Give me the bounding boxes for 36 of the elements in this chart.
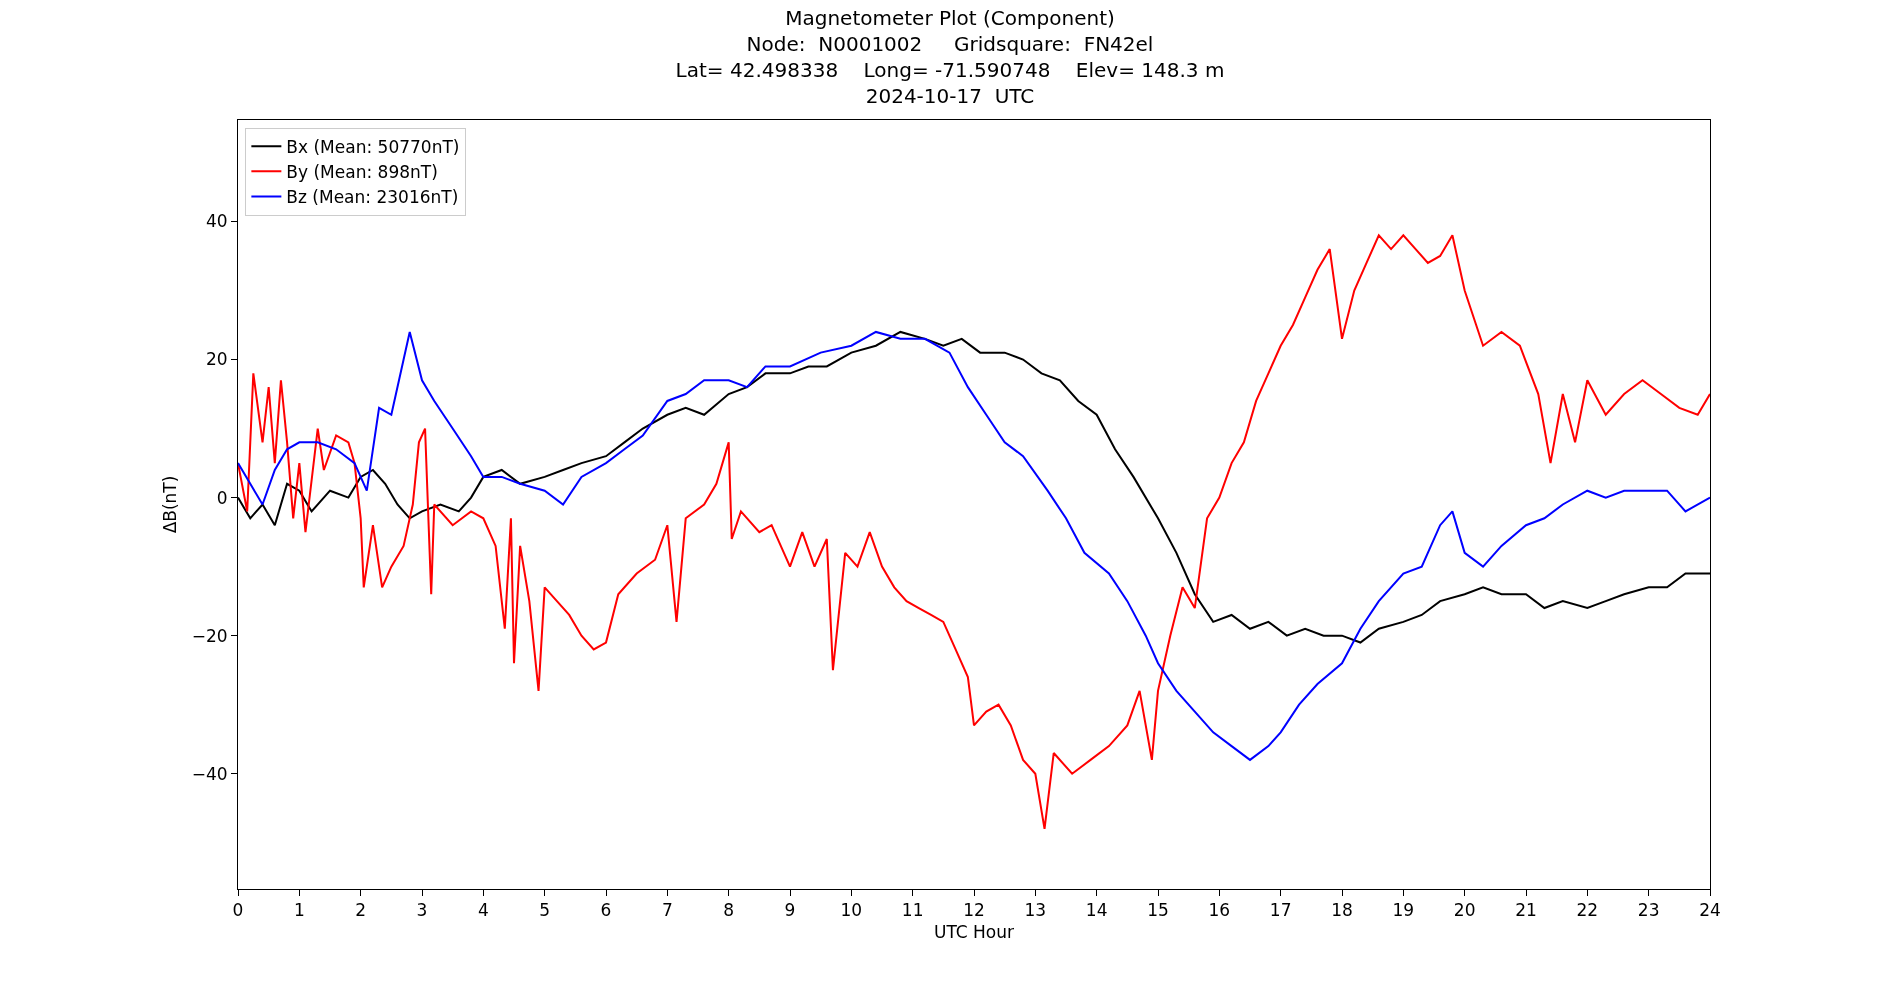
x-tick-label: 1 [293,900,305,921]
y-tick-label: −40 [191,763,228,784]
x-tick-label: 12 [963,900,985,921]
x-tick-label: 8 [723,900,735,921]
x-tick-label: 2 [355,900,367,921]
y-tick-label: 20 [205,349,228,370]
x-tick-label: 22 [1576,900,1599,921]
x-tick-label: 6 [600,900,612,921]
y-tick-label: 40 [205,211,228,232]
x-tick-label: 17 [1269,900,1292,921]
x-tick-label: 24 [1699,900,1721,921]
x-tick-label: 5 [539,900,551,921]
y-tick-label: 0 [216,487,228,508]
x-tick-label: 9 [784,900,796,921]
legend-label: Bx (Mean: 50770nT) [286,136,460,157]
x-axis-title: UTC Hour [933,921,1015,942]
x-tick-label: 14 [1085,900,1108,921]
legend-label: Bz (Mean: 23016nT) [286,187,459,208]
x-tick-label: 13 [1024,900,1047,921]
x-tick-label: 7 [661,900,673,921]
y-axis-title: ΔB(nT) [160,475,181,534]
x-tick-label: 10 [840,900,863,921]
x-tick-label: 11 [901,900,924,921]
chart-title: Magnetometer Plot (Component) Node: N0001002 Gridsquare: FN42el Lat= 42.498338 Long= -71.590748 Elev= 148.3 m 2024-10-17 UTC [675,6,1225,108]
x-tick-label: 16 [1208,900,1231,921]
x-tick-label: 20 [1453,900,1476,921]
x-tick-label: 23 [1637,900,1660,921]
x-tick-label: 0 [232,900,244,921]
x-tick-label: 4 [477,900,489,921]
x-tick-label: 15 [1147,900,1169,921]
y-tick-label: −20 [191,625,228,646]
x-tick-label: 3 [416,900,428,921]
legend-label: By (Mean: 898nT) [286,161,438,182]
x-tick-label: 18 [1331,900,1353,921]
x-tick-label: 19 [1392,900,1415,921]
x-tick-label: 21 [1515,900,1537,921]
